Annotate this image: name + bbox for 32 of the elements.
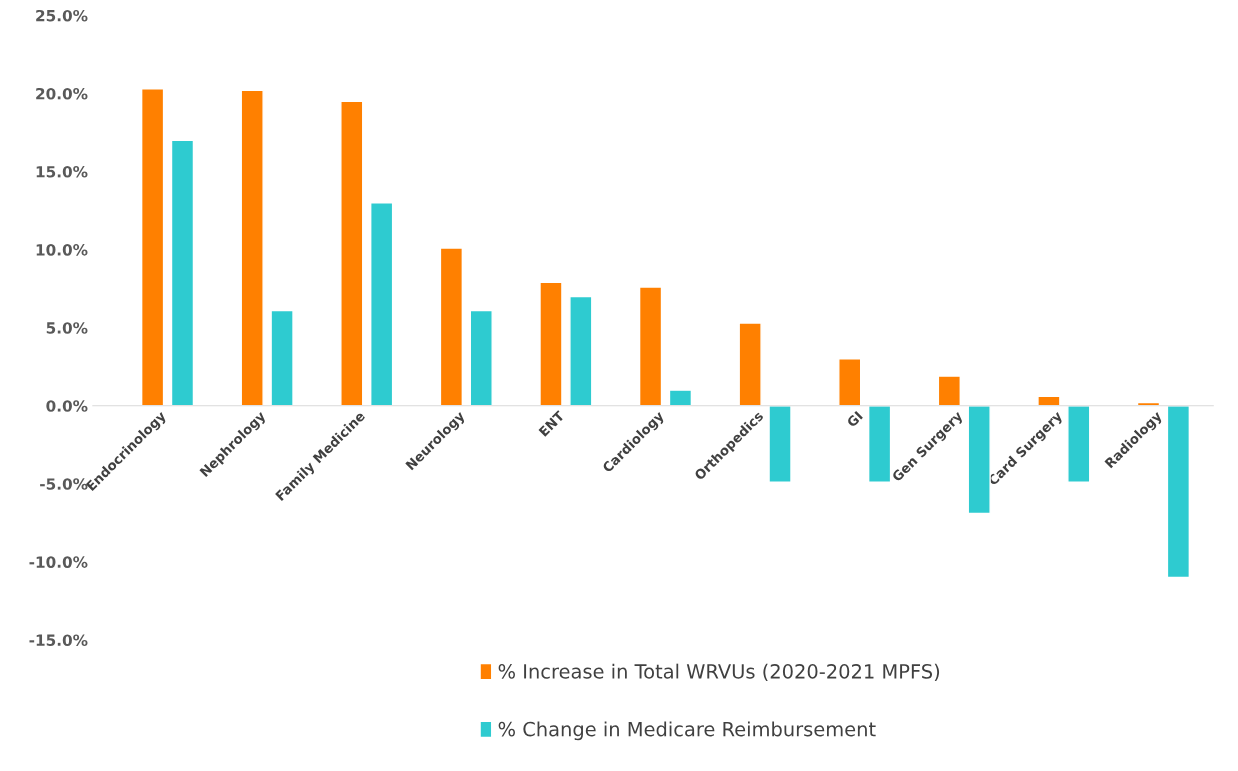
- y-tick-label: 20.0%: [36, 87, 88, 100]
- bar: [569, 295, 593, 407]
- bar: [270, 309, 294, 407]
- bar: [638, 286, 663, 407]
- x-tick-label: GI: [846, 410, 864, 428]
- y-tick-label: -10.0%: [29, 556, 88, 568]
- y-tick-label: 15.0%: [36, 166, 88, 178]
- bar: [240, 89, 264, 407]
- bar: [768, 405, 792, 483]
- y-tick-label: -5.0%: [40, 478, 88, 490]
- y-tick-label: -15.0%: [29, 634, 88, 646]
- bar: [539, 281, 563, 407]
- bar: [1067, 405, 1091, 483]
- bar: [140, 88, 165, 407]
- bar: [340, 100, 364, 407]
- y-tick-label: 0.0%: [46, 400, 88, 412]
- y-tick-label: 5.0%: [46, 322, 88, 334]
- bar: [439, 247, 464, 407]
- bar: [867, 405, 892, 483]
- y-tick-label: 10.0%: [36, 244, 88, 256]
- legend-label: % Increase in Total WRVUs (2020-2021 MPFS): [498, 663, 940, 682]
- bar: [469, 309, 493, 407]
- bar: [967, 405, 991, 515]
- bar: [937, 375, 961, 407]
- bar: [738, 322, 762, 407]
- bar: [1166, 405, 1191, 579]
- y-tick-label: 25.0%: [36, 9, 88, 22]
- bar: [370, 202, 394, 407]
- bar: [838, 358, 862, 407]
- legend-label: % Change in Medicare Reimbursement: [498, 721, 876, 741]
- bar: [170, 139, 195, 407]
- bar: [668, 389, 693, 407]
